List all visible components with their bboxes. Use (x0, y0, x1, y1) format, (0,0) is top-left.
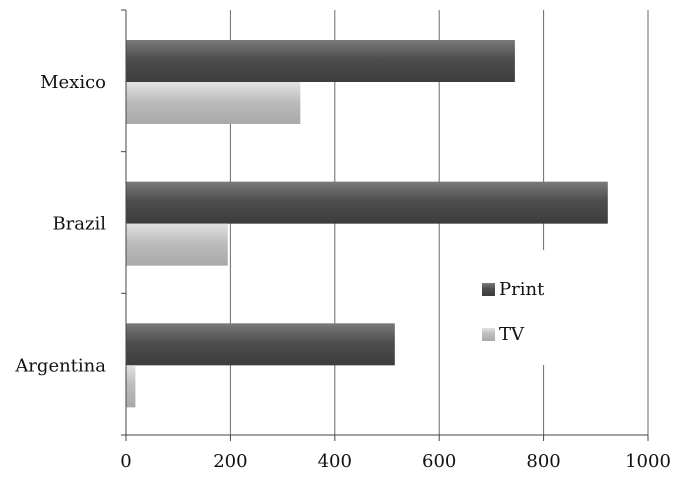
x-tick-label: 1000 (625, 451, 671, 472)
x-tick-label: 0 (120, 451, 131, 472)
bar-tv-mexico (126, 82, 301, 124)
legend-label-tv: TV (499, 324, 525, 345)
legend-swatch-print (482, 283, 495, 296)
legend-swatch-tv (482, 328, 495, 341)
x-tick-label: 200 (213, 451, 247, 472)
bar-print-mexico (126, 40, 515, 82)
x-tick-label: 400 (318, 451, 352, 472)
legend-label-print: Print (499, 279, 545, 300)
legend: Print TV (462, 250, 570, 365)
bar-tv-brazil (126, 223, 228, 266)
category-label: Brazil (52, 214, 106, 235)
bar-print-brazil (126, 181, 608, 224)
axes: 0 200 400 600 800 1000 Mexico Brazil Argentina (14, 9, 671, 472)
bar-print-argentina (126, 323, 395, 366)
bars (126, 40, 608, 408)
category-label: Mexico (40, 72, 106, 93)
bar-tv-argentina (126, 365, 136, 408)
category-label: Argentina (14, 355, 106, 376)
x-tick-label: 600 (422, 451, 456, 472)
legend-box (462, 250, 570, 365)
x-tick-label: 800 (526, 451, 560, 472)
